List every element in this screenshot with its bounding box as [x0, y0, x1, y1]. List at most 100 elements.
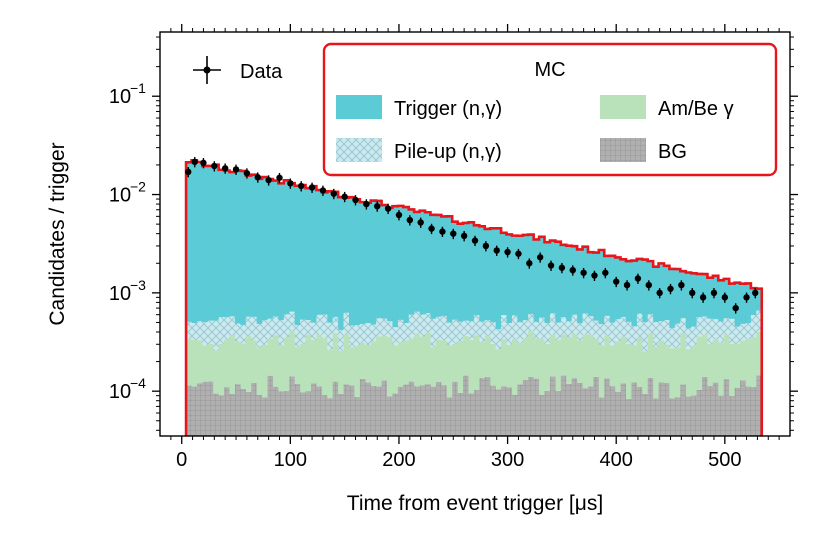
bar-trigger [262, 177, 269, 321]
total-mc-line [184, 159, 764, 436]
data-points [185, 157, 759, 314]
bar-ambe [463, 335, 470, 376]
bar-bg [354, 396, 361, 436]
bar-bg [750, 386, 757, 436]
bar-bg [625, 398, 633, 436]
bar-pileup [240, 325, 247, 344]
bar-trigger [718, 280, 725, 322]
bar-pileup [370, 324, 377, 342]
bar-bg [446, 397, 453, 436]
bar-pileup [349, 325, 356, 348]
bar-trigger [712, 275, 719, 320]
bar-ambe [658, 340, 665, 383]
bar-ambe [435, 340, 442, 382]
data-point [352, 196, 359, 204]
bar-ambe [734, 343, 741, 388]
bar-pileup [403, 323, 410, 341]
bar-bg [338, 393, 345, 436]
bar-trigger [522, 234, 529, 321]
data-point [645, 281, 652, 289]
legend-swatch-trigger [336, 95, 382, 119]
bar-ambe [272, 335, 279, 387]
bar-bg [321, 395, 328, 436]
bar-ambe [484, 335, 491, 377]
bar-ambe [598, 345, 605, 398]
bar-trigger [272, 180, 279, 317]
data-point [493, 247, 500, 254]
bar-pileup [283, 314, 290, 338]
bar-ambe [691, 345, 698, 396]
bar-pileup [533, 321, 540, 339]
bar-bg [609, 386, 616, 436]
bar-bg [740, 380, 747, 436]
bar-pileup [484, 319, 491, 336]
x-tick-label: 200 [382, 449, 415, 471]
bar-pileup [718, 321, 725, 343]
bar-pileup [446, 322, 453, 346]
bar-ambe [620, 336, 627, 384]
bar-trigger [501, 232, 508, 316]
bar-trigger [631, 260, 638, 327]
bar-bg [582, 388, 589, 436]
bar-trigger [349, 197, 356, 326]
bar-ambe [593, 338, 600, 377]
bar-trigger [696, 273, 703, 318]
bar-bg [473, 390, 480, 436]
bar-bg [718, 395, 725, 436]
bar-bg [245, 391, 252, 436]
bar-bg [620, 383, 627, 436]
bar-bg [707, 386, 714, 436]
bar-bg [392, 393, 399, 436]
total-mc-outline [184, 159, 764, 436]
bar-bg [397, 386, 404, 436]
bar-bg [615, 391, 622, 436]
bar-ambe [229, 334, 236, 394]
bar-pileup [544, 323, 551, 344]
data-point [623, 281, 631, 289]
bar-trigger [229, 172, 236, 317]
bar-bg [305, 391, 312, 436]
bar-trigger [620, 259, 627, 317]
bar-trigger [636, 258, 643, 314]
bar-ambe [712, 339, 719, 383]
bar-pileup [435, 316, 442, 341]
bar-pileup [560, 316, 567, 335]
bar-trigger [289, 183, 296, 312]
data-point [200, 159, 207, 167]
bar-bg [457, 392, 464, 436]
data-point [374, 203, 381, 210]
bar-bg [468, 393, 475, 436]
bar-bg [691, 395, 698, 436]
bar-bg [327, 398, 334, 436]
bar-ambe [207, 343, 214, 382]
data-point [265, 176, 272, 184]
legend: Data MC Trigger (n,γ) Am/Be γ Pile-up (n,γ) B… [193, 42, 778, 177]
bar-trigger [403, 207, 410, 324]
data-point [330, 190, 337, 197]
data-point [602, 269, 609, 276]
x-tick-label: 100 [274, 449, 307, 471]
bar-pileup [343, 312, 350, 335]
bar-pileup [196, 321, 203, 341]
bar-pileup [224, 317, 231, 340]
bar-pileup [473, 315, 480, 336]
bar-bg [256, 394, 263, 436]
data-point [526, 260, 533, 267]
bar-bg [240, 388, 247, 436]
bar-ambe [213, 350, 220, 394]
bar-trigger [598, 250, 605, 325]
legend-label-ambe: Am/Be γ [658, 98, 734, 120]
bar-pileup [452, 319, 459, 344]
histogram-stack [186, 160, 763, 436]
bar-ambe [522, 337, 529, 381]
y-axis-label: Candidates / trigger [46, 142, 69, 325]
x-tick-label: 500 [708, 449, 741, 471]
data-point [482, 242, 490, 250]
bar-bg [430, 386, 437, 436]
bar-bg [511, 395, 518, 436]
bar-bg [506, 387, 513, 436]
data-point [185, 168, 192, 176]
bar-trigger [425, 212, 432, 314]
bar-ambe [517, 342, 524, 385]
bar-ambe [202, 345, 209, 382]
